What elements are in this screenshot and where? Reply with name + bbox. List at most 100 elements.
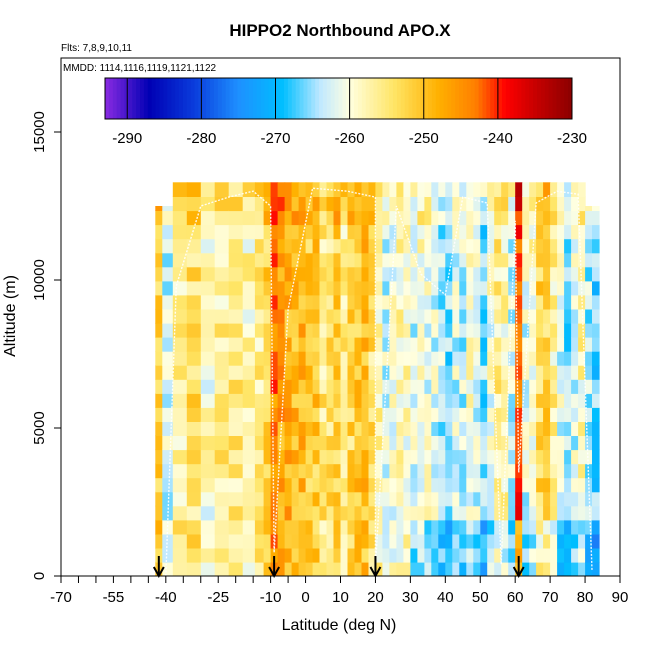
heatmap-cell [480, 182, 488, 197]
heatmap-cell [305, 182, 314, 197]
heatmap-cell [298, 238, 307, 254]
heatmap-cell [536, 337, 544, 352]
heatmap-cell [466, 308, 474, 324]
heatmap-cell [592, 252, 600, 268]
heatmap-cell [515, 407, 523, 422]
heatmap-cell [340, 337, 349, 352]
heatmap-cell [277, 449, 286, 465]
heatmap-cell [305, 505, 314, 521]
heatmap-cell [403, 238, 411, 254]
heatmap-cell [417, 294, 425, 310]
heatmap-cell [557, 463, 565, 479]
heatmap-cell [340, 280, 349, 296]
heatmap-cell [410, 435, 418, 451]
colorbar-segment [147, 78, 153, 119]
heatmap-cell [298, 308, 307, 324]
heatmap-cell [162, 421, 174, 436]
heatmap-cell [200, 547, 216, 563]
heatmap-cell [452, 294, 460, 310]
x-tick-label: -55 [103, 589, 125, 606]
heatmap-cell [529, 407, 537, 422]
heatmap-cell [200, 379, 216, 394]
heatmap-cell [254, 547, 265, 563]
heatmap-cell [487, 561, 495, 576]
heatmap-cell [382, 435, 390, 451]
colorbar-segment [334, 78, 339, 119]
heatmap-cell [403, 533, 411, 549]
heatmap-cell [305, 224, 314, 240]
heatmap-cell [270, 463, 279, 479]
heatmap-cell [340, 463, 349, 479]
heatmap-cell [326, 308, 335, 324]
heatmap-cell [172, 519, 188, 535]
x-tick-label: 10 [332, 589, 349, 606]
heatmap-cell [438, 365, 446, 380]
heatmap-cell [340, 505, 349, 521]
heatmap-cell [557, 308, 565, 324]
heatmap-cell [200, 435, 216, 451]
heatmap-cell [214, 337, 230, 352]
heatmap-cell [375, 266, 383, 282]
heatmap-cell [564, 449, 572, 465]
heatmap-cell [424, 533, 432, 549]
heatmap-cell [228, 547, 244, 563]
heatmap-cell [403, 463, 411, 479]
heatmap-cell [368, 435, 377, 451]
colorbar-segment [494, 78, 499, 119]
heatmap-cell [326, 322, 335, 338]
heatmap-cell [162, 337, 174, 352]
heatmap-cell [291, 463, 300, 479]
heatmap-cell [254, 238, 265, 254]
heatmap-cell [592, 351, 600, 366]
x-axis: -70 -55 -40 -25 -10 0 10 20 30 40 50 60 70 80 90 [50, 575, 628, 606]
heatmap-cell [375, 379, 383, 394]
heatmap-cell [543, 224, 551, 240]
heatmap-cell [347, 238, 356, 254]
heatmap-cell [319, 505, 328, 521]
heatmap-cell [424, 407, 432, 422]
x-axis-label: Latitude (deg N) [282, 617, 397, 634]
heatmap-cell [284, 365, 293, 380]
heatmap-cell [284, 491, 293, 507]
colorbar-segment [287, 78, 293, 119]
flight-track-line [165, 190, 275, 576]
heatmap-cell [508, 365, 516, 380]
heatmap-cell [298, 393, 307, 408]
heatmap-cell [578, 561, 586, 576]
heatmap-cell [326, 266, 335, 282]
heatmap-cell [543, 505, 551, 521]
heatmap-cell [155, 224, 163, 240]
heatmap-cell [557, 393, 565, 408]
heatmap-cell [424, 182, 432, 197]
heatmap-cell [445, 561, 453, 576]
colorbar-segment [455, 78, 460, 119]
heatmap-cell [592, 505, 600, 521]
heatmap-cell [480, 561, 488, 576]
heatmap-cell [445, 393, 453, 408]
heatmap-cell [466, 280, 474, 296]
heatmap-cell [550, 435, 558, 451]
heatmap-cell [431, 294, 439, 310]
heatmap-cell [494, 393, 502, 408]
heatmap-cell [186, 365, 202, 380]
heatmap-cell [459, 547, 467, 563]
heatmap-cell [200, 280, 216, 296]
heatmap-cell [550, 491, 558, 507]
heatmap-cell [228, 280, 244, 296]
heatmap-cell [557, 533, 565, 549]
heatmap-cell [571, 547, 579, 563]
heatmap-cell [340, 421, 349, 436]
colorbar-segment [159, 78, 164, 119]
heatmap-cell [382, 308, 390, 324]
heatmap-cell [522, 210, 530, 226]
heatmap-cell [162, 308, 174, 324]
heatmap-cell [298, 182, 307, 197]
heatmap-cell [162, 477, 174, 493]
heatmap-cell [389, 308, 397, 324]
heatmap-cell [284, 463, 293, 479]
heatmap-cell [277, 561, 286, 576]
heatmap-cell [571, 491, 579, 507]
heatmap-cell [375, 477, 383, 493]
heatmap-cell [200, 407, 216, 422]
heatmap-cell [368, 196, 377, 212]
